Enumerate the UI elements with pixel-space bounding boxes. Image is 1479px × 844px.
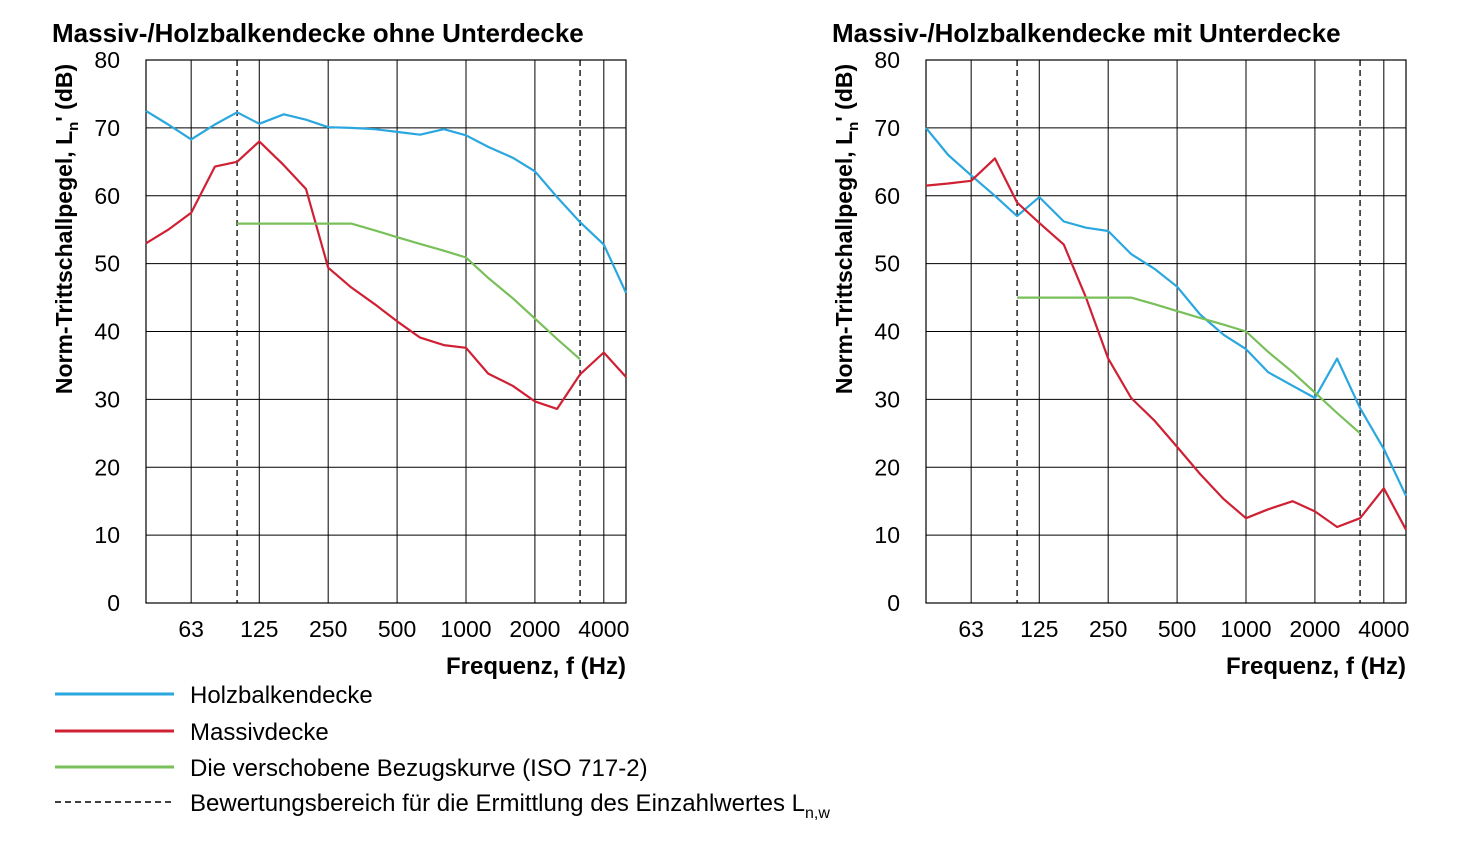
chart-left-y-tick-label: 80: [94, 47, 120, 73]
chart-right-x-tick-label: 250: [1089, 616, 1127, 642]
chart-right-series-bezugskurve: [1017, 296, 1361, 435]
chart-right-x-tick-label: 63: [958, 616, 984, 642]
chart-right-title: Massiv-/Holzbalkendecke mit Unterdecke: [832, 18, 1341, 48]
chart-left-x-tick-label: 125: [240, 616, 278, 642]
legend-item-bezugskurve: Die verschobene Bezugskurve (ISO 717-2): [55, 755, 648, 782]
chart-left-y-tick-label: 40: [94, 319, 120, 345]
chart-left-plot-area: 0 10 20 30 40 50 60 70 80 63 125 250 500 1000 2000 4000: [94, 47, 629, 642]
chart-right-x-tick-label: 2000: [1289, 616, 1340, 642]
chart-right-y-tick-label: 50: [874, 251, 900, 277]
chart-right-y-axis-label: Norm-Trittschallpegel, Ln' (dB): [831, 64, 862, 394]
legend-item-massivdecke: Massivdecke: [55, 719, 329, 746]
legend-item-bewertungsbereich: Bewertungsbereich für die Ermittlung des…: [55, 790, 830, 822]
chart-left-x-tick-label: 250: [309, 616, 347, 642]
chart-right-series-massivdecke: [925, 157, 1407, 531]
chart-left-y-tick-label: 10: [94, 522, 120, 548]
chart-left-y-axis-label: Norm-Trittschallpegel, Ln' (dB): [51, 64, 82, 394]
chart-left-y-tick-label: 60: [94, 183, 120, 209]
chart-left-x-tick-label: 4000: [578, 616, 629, 642]
chart-right-series-holzbalkendecke: [925, 127, 1407, 497]
chart-left-x-axis-label: Frequenz, f (Hz): [446, 653, 626, 680]
chart-left-title: Massiv-/Holzbalkendecke ohne Unterdecke: [52, 18, 584, 48]
chart-left-series-holzbalkendecke: [145, 109, 627, 294]
chart-left-y-tick-label: 30: [94, 386, 120, 412]
chart-right-x-tick-label: 125: [1020, 616, 1058, 642]
chart-left-frame: [145, 59, 627, 604]
chart-right-plot-area: 0 10 20 30 40 50 60 70 80 63 125 250 500 1000 2000 4000: [874, 47, 1409, 642]
chart-right-x-tick-label: 1000: [1220, 616, 1271, 642]
legend-label-bezugskurve: Die verschobene Bezugskurve (ISO 717-2): [190, 755, 648, 782]
chart-right-x-tick-label: 4000: [1358, 616, 1409, 642]
chart-right-x-tick-label: 500: [1158, 616, 1196, 642]
legend: Holzbalkendecke Massivdecke Die verschob…: [55, 682, 830, 822]
chart-left-y-tick-label: 50: [94, 251, 120, 277]
chart-right-y-tick-label: 0: [887, 590, 900, 616]
chart-right-y-tick-label: 40: [874, 319, 900, 345]
chart-left-x-tick-label: 2000: [509, 616, 560, 642]
chart-right-x-axis-label: Frequenz, f (Hz): [1226, 653, 1406, 680]
chart-right: Massiv-/Holzbalkendecke mit Unterdecke 0…: [831, 18, 1409, 680]
chart-left-x-tick-label: 1000: [440, 616, 491, 642]
legend-label-massivdecke: Massivdecke: [190, 719, 329, 746]
chart-left-x-tick-label: 500: [378, 616, 416, 642]
chart-left-y-tick-label: 20: [94, 454, 120, 480]
chart-right-frame: [925, 59, 1407, 604]
legend-label-holzbalkendecke: Holzbalkendecke: [190, 682, 373, 709]
chart-right-y-tick-label: 30: [874, 386, 900, 412]
chart-left-series-bezugskurve: [237, 222, 581, 361]
chart-right-y-tick-label: 60: [874, 183, 900, 209]
legend-label-bewertungsbereich: Bewertungsbereich für die Ermittlung des…: [190, 790, 830, 822]
legend-item-holzbalkendecke: Holzbalkendecke: [55, 682, 373, 709]
chart-left-x-tick-label: 63: [178, 616, 204, 642]
chart-left-y-tick-label: 0: [107, 590, 120, 616]
chart-right-y-tick-label: 70: [874, 115, 900, 141]
chart-right-y-tick-label: 20: [874, 454, 900, 480]
chart-right-y-tick-label: 10: [874, 522, 900, 548]
chart-right-y-tick-label: 80: [874, 47, 900, 73]
chart-left: Massiv-/Holzbalkendecke ohne Unterdecke …: [51, 18, 629, 680]
chart-left-series-massivdecke: [145, 140, 627, 410]
chart-left-y-tick-label: 70: [94, 115, 120, 141]
